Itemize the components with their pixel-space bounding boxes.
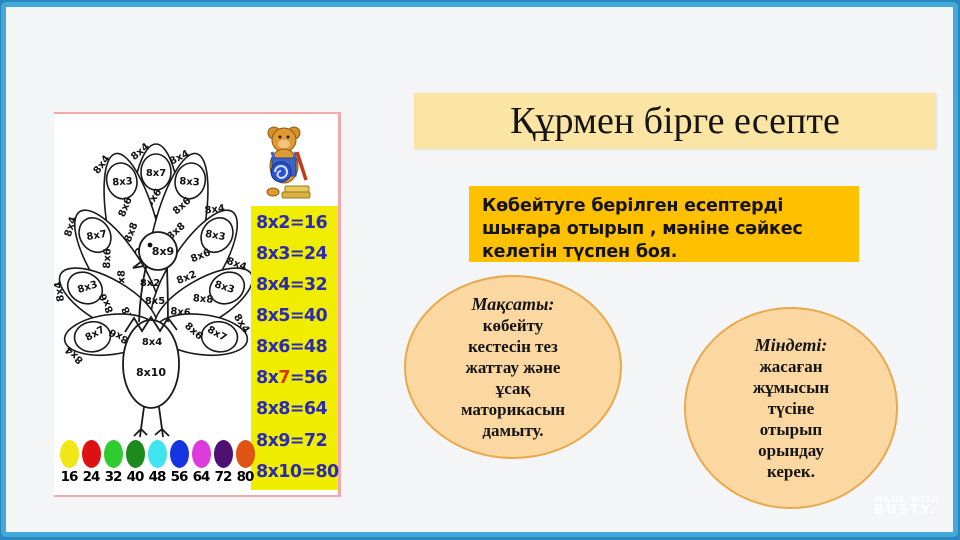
goal-body: көбейту кестесін тез жаттау және ұсақ ма… <box>460 315 566 440</box>
legend-value: 48 <box>148 469 167 485</box>
color-swatch <box>213 440 233 468</box>
feather-label: 8x3 <box>179 176 200 188</box>
legend-item: 16 <box>59 440 79 485</box>
feather-label: 8x7 <box>86 229 108 243</box>
watermark-line1: MADE WITH <box>874 495 941 504</box>
feather-label: 8x6 <box>102 248 114 269</box>
legend-value: 24 <box>82 469 101 485</box>
legend-value: 72 <box>214 469 233 485</box>
color-swatch <box>147 440 167 468</box>
color-swatch <box>81 440 101 468</box>
legend-value: 80 <box>236 469 255 485</box>
color-swatch <box>169 440 189 468</box>
equation: 8x7=56 <box>256 368 328 389</box>
feather-label: 8x3 <box>204 229 226 243</box>
feather-label: 8x7 <box>146 168 166 179</box>
page-title: Құрмен бірге есепте <box>510 100 840 142</box>
watermark: MADE WITH BUSTY. <box>874 495 941 519</box>
neck-lower-label: 8x5 <box>145 296 165 307</box>
head-label: 8x9 <box>152 245 174 258</box>
belly-label: 8x10 <box>136 366 166 379</box>
task-heading: Міндеті: <box>754 334 828 355</box>
equation: 8x9=72 <box>256 430 328 451</box>
legend-item: 32 <box>103 440 123 485</box>
legend-value: 64 <box>192 469 211 485</box>
instruction-text-line: шығара отырып , мәніне сәйкес <box>482 219 803 239</box>
color-swatch <box>125 440 145 468</box>
equation: 8x6=48 <box>256 337 328 358</box>
feather-label: 8x3 <box>112 176 133 188</box>
legend-item: 40 <box>125 440 145 485</box>
feather-label: 8x8 <box>116 270 128 291</box>
legend-value: 56 <box>170 469 189 485</box>
instruction-text-line: Көбейтуге берілген есептерді <box>482 196 784 216</box>
equation: 8x10=80 <box>256 461 339 482</box>
instruction-box: Көбейтуге берілген есептерді шығара отыры… <box>469 186 859 262</box>
equation: 8x2=16 <box>256 212 328 233</box>
color-swatch <box>59 440 79 468</box>
equation: 8x5=40 <box>256 306 328 327</box>
legend-value: 40 <box>126 469 145 485</box>
color-swatch <box>191 440 211 468</box>
legend-item: 56 <box>169 440 189 485</box>
legend-item: 24 <box>81 440 101 485</box>
chest-label: 8x4 <box>142 337 162 348</box>
legend-item: 72 <box>213 440 233 485</box>
task-oval: Міндеті: жасаған жұмысын түсіне отырып о… <box>684 307 898 509</box>
equation: 8x3=24 <box>256 243 328 264</box>
goal-oval: Мақсаты: көбейту кестесін тез жаттау жән… <box>404 275 622 459</box>
legend-value: 16 <box>60 469 79 485</box>
legend-item: 64 <box>191 440 211 485</box>
watermark-line2: BUSTY. <box>874 503 937 519</box>
feather-label: 8x4 <box>54 281 67 303</box>
neck-upper-label: 8x2 <box>140 278 160 289</box>
worksheet-panel: 8x78x48x68x88x28x38x48x68x88x28x38x48x68… <box>54 112 341 497</box>
legend-item: 80 <box>235 440 255 485</box>
legend-value: 32 <box>104 469 123 485</box>
feather-label: 8x8 <box>192 293 213 306</box>
color-legend: 16 24 32 40 48 56 64 72 80 <box>59 440 255 485</box>
color-swatch <box>235 440 255 468</box>
equation: 8x8=64 <box>256 399 328 420</box>
goal-heading: Мақсаты: <box>471 293 555 314</box>
teddy-bear-illustration <box>266 126 311 199</box>
peacock-body: 8x9 8x2 8x5 8x4 8x10 <box>122 231 180 438</box>
instruction-text-line: келетін түспен боя. <box>482 242 678 262</box>
task-body: жасаған жұмысын түсіне отырып орындау ке… <box>752 356 830 481</box>
equation-strip: 8x2=16 8x3=24 8x4=32 8x5=40 8x6=48 8x7=56 8x8=… <box>251 206 339 490</box>
color-swatch <box>103 440 123 468</box>
equation: 8x4=32 <box>256 275 328 296</box>
feather-label: 8x4 <box>204 203 226 216</box>
title-banner: Құрмен бірге есепте <box>414 93 936 149</box>
peacock-coloring-illustration: 8x78x48x68x88x28x38x48x68x88x28x38x48x68… <box>54 141 254 438</box>
legend-item: 48 <box>147 440 167 485</box>
